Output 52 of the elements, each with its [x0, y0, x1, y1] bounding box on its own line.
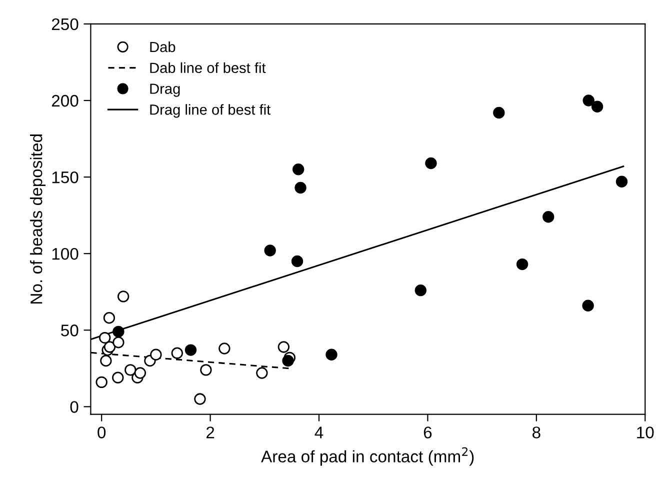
y-tick-label: 0 — [70, 401, 78, 413]
y-tick-label: 50 — [61, 324, 78, 336]
y-tick-label: 200 — [52, 94, 78, 107]
point — [414, 284, 426, 296]
point — [542, 211, 554, 223]
y-axis-title: No. of beads deposited — [30, 134, 46, 304]
point — [96, 376, 108, 388]
legend-label: Dab — [150, 41, 176, 52]
point — [124, 364, 136, 376]
point — [591, 100, 604, 112]
x-tick-label: 6 — [424, 426, 432, 438]
point — [103, 312, 116, 324]
point — [278, 341, 290, 353]
point — [150, 348, 162, 360]
x-axis-title: Area of pad in contact (mm$^{2}$) — [261, 447, 474, 466]
point — [134, 367, 146, 379]
point — [184, 344, 197, 356]
x-tick-label: 10 — [637, 426, 654, 438]
point — [493, 106, 505, 119]
y-tick-label: 150 — [52, 171, 78, 184]
y-tick-label: 250 — [52, 18, 78, 30]
point — [200, 364, 212, 376]
point — [256, 367, 268, 379]
point — [100, 354, 112, 367]
point — [282, 354, 294, 367]
point — [516, 258, 528, 270]
point — [616, 176, 628, 188]
point — [264, 244, 276, 256]
point — [112, 336, 124, 348]
x-tick-label: 2 — [206, 426, 214, 438]
x-tick-label: 8 — [532, 426, 540, 438]
point — [425, 157, 437, 170]
point — [582, 300, 594, 312]
point — [104, 341, 116, 353]
legend-label: Drag line of best fit — [150, 104, 271, 118]
point — [112, 326, 124, 338]
point — [582, 94, 594, 106]
point — [218, 342, 230, 354]
point — [112, 372, 124, 384]
point — [171, 347, 183, 359]
point — [99, 332, 111, 344]
point — [326, 348, 338, 360]
legend-label: Drag — [150, 84, 180, 97]
point — [117, 290, 130, 302]
point — [291, 255, 304, 268]
point — [292, 164, 304, 176]
point — [294, 182, 306, 194]
x-tick-label: 0 — [98, 426, 106, 438]
y-tick-label: 100 — [52, 248, 78, 260]
legend-label: Dab line of best fit — [150, 62, 266, 74]
x-tick-label: 4 — [314, 426, 324, 438]
point — [194, 393, 206, 405]
